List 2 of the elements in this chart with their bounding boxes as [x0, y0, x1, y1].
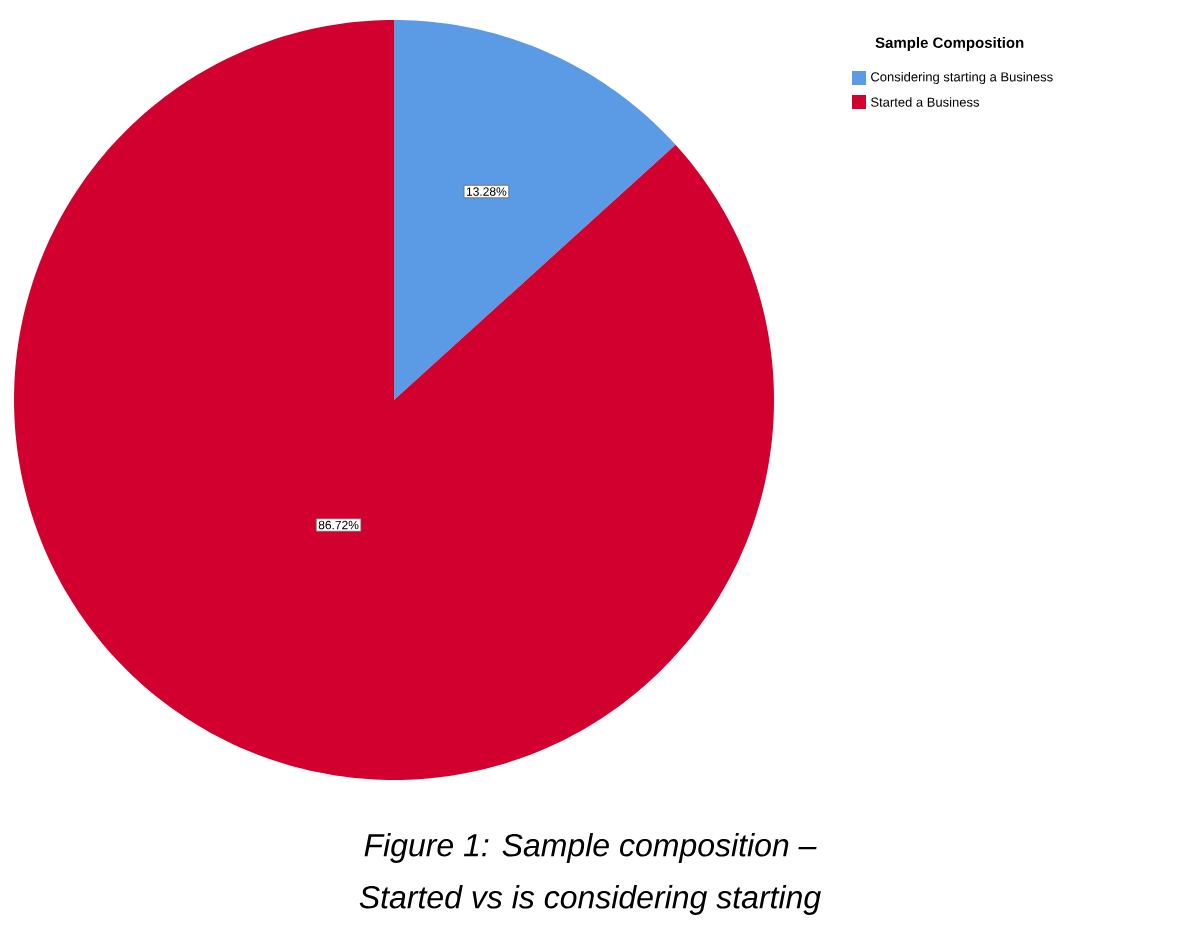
- caption: Figure 1: Sample composition –: [364, 833, 817, 863]
- text: Started vs is considering starting: [359, 885, 821, 915]
